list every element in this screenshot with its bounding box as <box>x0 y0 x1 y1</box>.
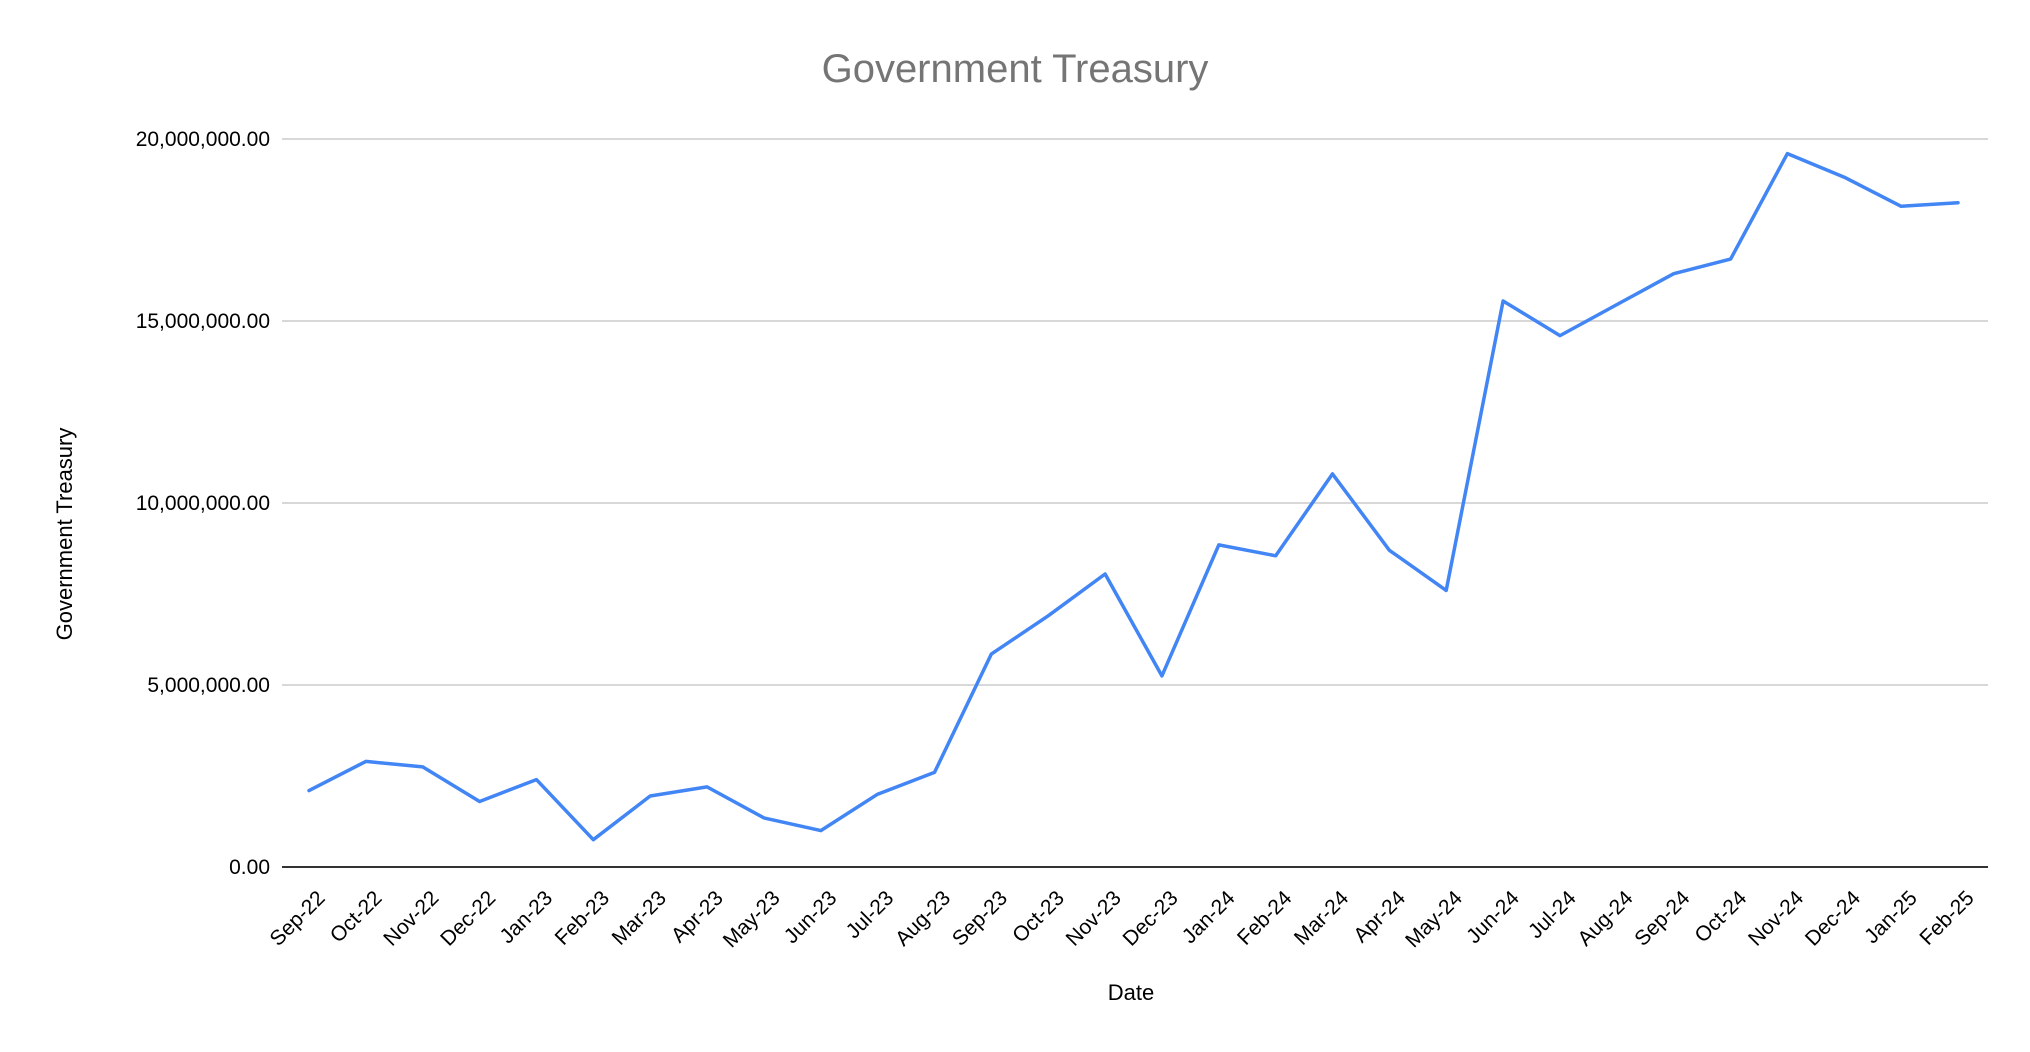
x-tick-label: Apr-23 <box>667 886 728 947</box>
x-tick-label: Aug-23 <box>891 886 955 950</box>
x-tick-label: Feb-25 <box>1915 886 1978 949</box>
x-tick-label: Jan-25 <box>1860 886 1922 948</box>
x-tick-label: Mar-24 <box>1290 886 1354 950</box>
x-tick-label: May-23 <box>719 886 785 952</box>
x-tick-label: Oct-23 <box>1008 886 1069 947</box>
x-tick-label: Sep-23 <box>948 886 1012 950</box>
x-tick-label: Dec-22 <box>436 886 500 950</box>
x-tick-label: Feb-24 <box>1233 886 1297 950</box>
y-tick-label: 20,000,000.00 <box>136 128 270 151</box>
y-tick-label: 15,000,000.00 <box>136 310 270 333</box>
x-tick-label: Nov-22 <box>379 886 443 950</box>
y-axis-ticks: 0.00 5,000,000.00 10,000,000.00 15,000,000.… <box>136 128 270 879</box>
x-tick-label: Aug-24 <box>1573 886 1637 950</box>
x-tick-label: Mar-23 <box>608 886 671 949</box>
x-tick-label: Jun-24 <box>1462 886 1524 948</box>
x-tick-label: Jul-23 <box>842 886 899 943</box>
x-tick-label: Apr-24 <box>1349 886 1410 947</box>
gridlines <box>282 138 1988 868</box>
x-tick-label: Jun-23 <box>780 886 842 948</box>
x-tick-label: Nov-24 <box>1744 886 1808 950</box>
x-tick-label: Jan-24 <box>1178 886 1240 948</box>
y-tick-label: 5,000,000.00 <box>147 674 270 697</box>
series-layer <box>307 151 1960 842</box>
x-axis-ticks: Sep-22Oct-22Nov-22Dec-22Jan-23Feb-23Mar-… <box>266 886 1979 952</box>
x-tick-label: Dec-24 <box>1801 886 1865 950</box>
x-tick-label: Oct-22 <box>326 886 387 947</box>
x-tick-label: Sep-22 <box>266 886 330 950</box>
x-tick-label: Dec-23 <box>1119 886 1183 950</box>
x-tick-label: Feb-23 <box>551 886 614 949</box>
x-tick-label: Oct-24 <box>1690 886 1751 947</box>
x-tick-label: May-24 <box>1401 886 1467 952</box>
y-tick-label: 0.00 <box>229 856 270 879</box>
x-axis-title: Date <box>1108 980 1154 1005</box>
x-tick-label: Jan-23 <box>495 886 557 948</box>
y-axis-title: Government Treasury <box>52 428 77 641</box>
y-tick-label: 10,000,000.00 <box>136 492 270 515</box>
x-tick-label: Sep-24 <box>1630 886 1694 950</box>
series-line <box>307 151 1960 842</box>
chart-title: Government Treasury <box>822 47 1209 91</box>
x-tick-label: Nov-23 <box>1062 886 1126 950</box>
